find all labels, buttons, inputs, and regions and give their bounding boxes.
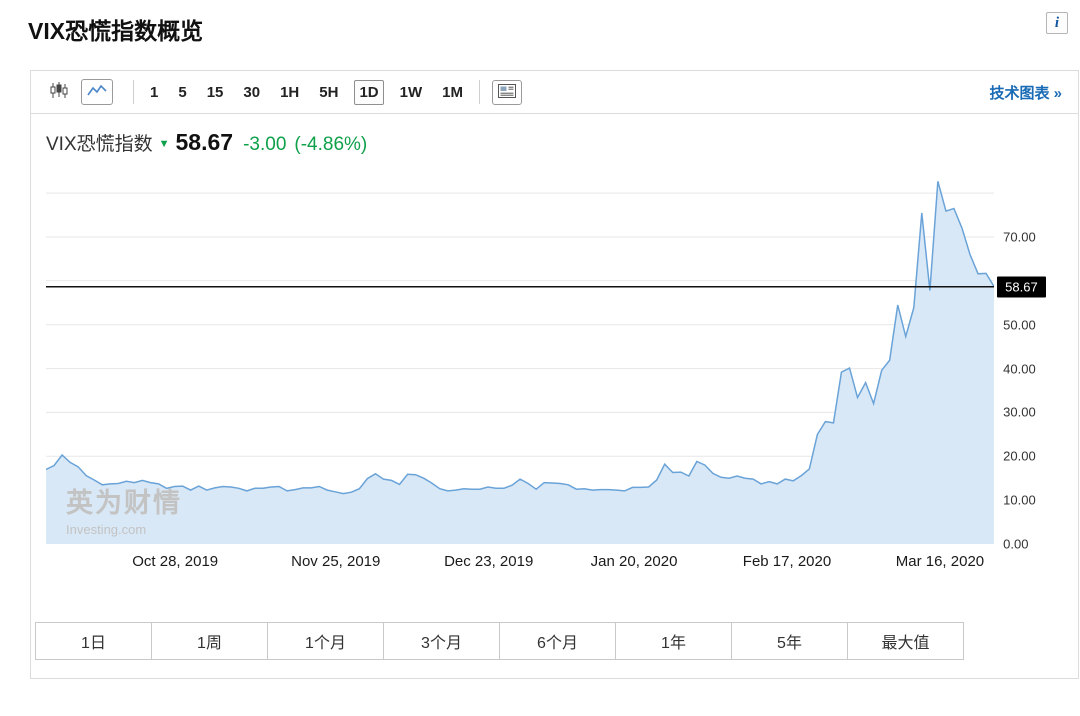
interval-1w-button[interactable]: 1W bbox=[396, 81, 427, 104]
price-change-percent: (-4.86%) bbox=[294, 134, 368, 155]
news-panel-button[interactable] bbox=[491, 79, 522, 105]
y-axis-label: 10.00 bbox=[1003, 492, 1036, 508]
x-axis-label: Feb 17, 2020 bbox=[742, 553, 832, 570]
chart-area: 英为财情 Investing.com 0.00 10.00 20.00 30.00 40… bbox=[46, 169, 1078, 552]
range-button[interactable]: 最大值 bbox=[847, 622, 964, 660]
page-header: VIX恐慌指数概览 i bbox=[0, 0, 1080, 46]
chart-toolbar: 1 5 15 30 1H 5H 1D 1W 1M 技术图表 » bbox=[31, 71, 1078, 114]
x-axis-label: Jan 20, 2020 bbox=[590, 553, 678, 570]
y-axis-label: 0.00 bbox=[1003, 536, 1029, 552]
range-button[interactable]: 1年 bbox=[615, 622, 732, 660]
interval-5h-button[interactable]: 5H bbox=[315, 81, 342, 104]
range-button[interactable]: 1日 bbox=[35, 622, 152, 660]
range-button[interactable]: 6个月 bbox=[499, 622, 616, 660]
price-change: -3.00 bbox=[243, 134, 287, 155]
range-selector: 1日 1周 1个月 3个月 6个月 1年 5年 最大值 bbox=[35, 622, 1078, 660]
y-axis-label: 30.00 bbox=[1003, 404, 1036, 420]
x-axis-label: Dec 23, 2019 bbox=[444, 553, 534, 570]
interval-1-button[interactable]: 1 bbox=[146, 81, 162, 104]
instrument-name: VIX恐慌指数 bbox=[46, 134, 153, 155]
chart-widget: 1 5 15 30 1H 5H 1D 1W 1M 技术图表 » VIX恐慌指数 ▼ 58.67 … bbox=[30, 70, 1079, 679]
page-title: VIX恐慌指数概览 bbox=[28, 18, 204, 44]
interval-5-button[interactable]: 5 bbox=[174, 81, 190, 104]
range-button[interactable]: 3个月 bbox=[383, 622, 500, 660]
toolbar-divider bbox=[478, 80, 480, 104]
interval-1d-button[interactable]: 1D bbox=[354, 79, 384, 105]
x-axis: Oct 28, 2019 Nov 25, 2019 Dec 23, 2019 Jan … bbox=[46, 544, 996, 578]
y-axis-label: 50.00 bbox=[1003, 317, 1036, 333]
x-axis-label: Oct 28, 2019 bbox=[132, 553, 219, 570]
y-axis-label: 70.00 bbox=[1003, 229, 1036, 245]
quote-header: VIX恐慌指数 ▼ 58.67 -3.00 (-4.86%) bbox=[46, 129, 1078, 159]
y-axis-label: 40.00 bbox=[1003, 361, 1036, 377]
interval-15-button[interactable]: 15 bbox=[203, 81, 228, 104]
line-chart-button[interactable] bbox=[81, 79, 113, 105]
last-price: 58.67 bbox=[175, 129, 234, 155]
price-chart[interactable]: 英为财情 Investing.com bbox=[46, 169, 995, 544]
y-axis-label: 20.00 bbox=[1003, 448, 1036, 464]
range-button[interactable]: 1个月 bbox=[267, 622, 384, 660]
x-axis-label: Nov 25, 2019 bbox=[291, 553, 381, 570]
range-button[interactable]: 5年 bbox=[731, 622, 848, 660]
interval-1m-button[interactable]: 1M bbox=[438, 81, 467, 104]
toolbar-divider bbox=[133, 80, 134, 104]
interval-1h-button[interactable]: 1H bbox=[276, 81, 303, 104]
technical-chart-link[interactable]: 技术图表 » bbox=[989, 84, 1062, 102]
news-panel-icon bbox=[497, 83, 516, 101]
interval-group: 1 5 15 30 1H 5H 1D 1W 1M bbox=[146, 79, 467, 105]
line-chart-icon bbox=[87, 83, 107, 101]
last-price-badge: 58.67 bbox=[997, 276, 1046, 298]
interval-30-button[interactable]: 30 bbox=[239, 81, 264, 104]
info-icon[interactable]: i bbox=[1046, 12, 1068, 34]
down-arrow-icon: ▼ bbox=[158, 138, 170, 150]
x-axis-label: Mar 16, 2020 bbox=[895, 553, 985, 570]
y-axis: 0.00 10.00 20.00 30.00 40.00 50.00 70.00 58.67 bbox=[994, 169, 1078, 552]
candlestick-chart-icon bbox=[50, 82, 68, 102]
candlestick-chart-button[interactable] bbox=[45, 79, 73, 105]
range-button[interactable]: 1周 bbox=[151, 622, 268, 660]
